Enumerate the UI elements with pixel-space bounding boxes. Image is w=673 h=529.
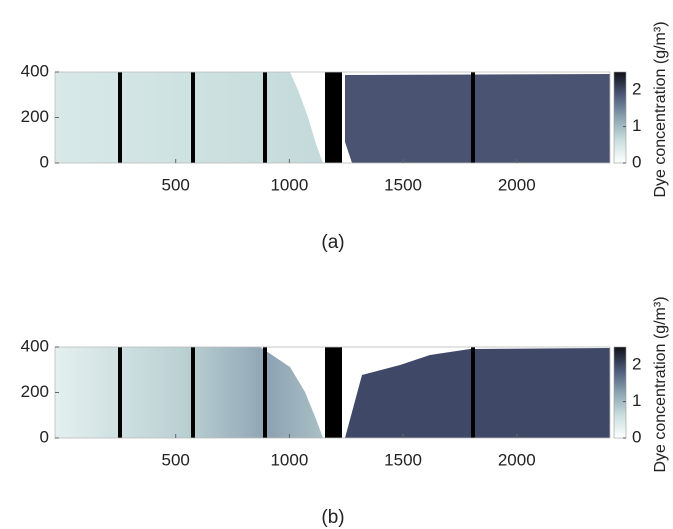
wall (191, 347, 195, 438)
wall (325, 347, 342, 438)
colorbar-tick-label: 1 (632, 116, 641, 135)
concentration-field (55, 72, 323, 163)
x-tick-label: 1000 (270, 450, 308, 469)
x-tick-label: 2000 (498, 450, 536, 469)
wall (325, 72, 342, 163)
panel-caption: (a) (321, 232, 344, 253)
colorbar-tick-label: 1 (632, 391, 641, 410)
x-tick-label: 1000 (270, 175, 308, 194)
concentration-field (345, 348, 610, 438)
heatmap-panel: 500 1000 1500 2000 0 200 400 0 1 2 Dye concentrati… (21, 296, 670, 528)
colorbar-label: Dye concentration (g/m³) (652, 296, 669, 472)
colorbar (613, 71, 627, 164)
colorbar-tick-label: 2 (632, 80, 641, 99)
colorbar (613, 346, 627, 439)
y-tick-label: 400 (21, 61, 49, 80)
y-tick-label: 200 (21, 382, 49, 401)
concentration-field (345, 74, 610, 163)
x-tick-label: 2000 (498, 175, 536, 194)
wall (118, 347, 122, 438)
colorbar-tick-label: 2 (632, 355, 641, 374)
panel-caption: (b) (321, 507, 344, 528)
wall (118, 72, 122, 163)
wall (263, 347, 267, 438)
wall (471, 72, 475, 163)
colorbar-label: Dye concentration (g/m³) (652, 21, 669, 197)
y-tick-label: 200 (21, 107, 49, 126)
colorbar-tick-label: 0 (632, 427, 641, 446)
x-tick-label: 500 (162, 450, 190, 469)
x-tick-label: 1500 (384, 175, 422, 194)
wall (263, 72, 267, 163)
colorbar-tick-label: 0 (632, 152, 641, 171)
x-tick-label: 500 (162, 175, 190, 194)
wall (471, 347, 475, 438)
y-tick-label: 0 (40, 427, 49, 446)
y-tick-label: 0 (40, 152, 49, 171)
heatmap-panel: 500 1000 1500 2000 0 200 400 0 1 2 Dye concentrati… (21, 21, 670, 253)
x-tick-label: 1500 (384, 450, 422, 469)
wall (191, 72, 195, 163)
y-tick-label: 400 (21, 336, 49, 355)
